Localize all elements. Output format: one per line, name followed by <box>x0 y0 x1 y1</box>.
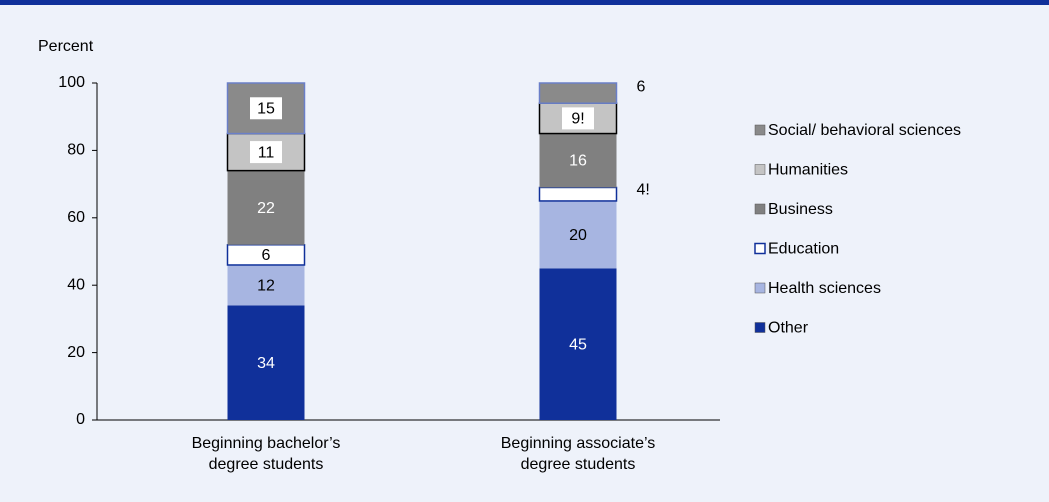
legend-label: Education <box>768 241 839 258</box>
legend-label: Business <box>768 201 833 218</box>
data-label: 11 <box>258 144 275 161</box>
label-box <box>562 107 594 130</box>
legend-swatch <box>754 203 766 215</box>
y-tick-label: 80 <box>67 142 85 159</box>
legend-swatch <box>754 282 766 294</box>
data-label: 9! <box>571 111 584 128</box>
bar-segment <box>539 200 617 269</box>
bar-segment <box>539 133 617 188</box>
data-label: 6 <box>262 247 271 264</box>
data-label: 20 <box>569 227 587 244</box>
bar-segment <box>227 264 305 306</box>
legend-swatch <box>754 242 766 255</box>
bar-segment <box>538 82 618 104</box>
bar-segment <box>539 268 617 420</box>
y-tick-label: 0 <box>76 411 85 428</box>
x-tick-label: Beginning associate’s degree students <box>501 435 655 473</box>
label-box <box>250 141 282 164</box>
legend-label: Health sciences <box>768 280 881 297</box>
legend-swatch <box>754 124 766 136</box>
data-label: 16 <box>569 153 587 170</box>
bar-segment <box>538 186 618 202</box>
label-box <box>250 97 282 120</box>
legend-swatch <box>754 164 766 175</box>
legend-swatch <box>754 322 766 333</box>
data-label: 45 <box>569 336 587 353</box>
data-label: 22 <box>257 200 275 217</box>
legend-label: Other <box>768 320 809 337</box>
y-axis-label: Percent <box>38 38 94 55</box>
data-label: 34 <box>257 355 275 372</box>
x-tick-label: Beginning bachelor’s degree students <box>192 435 341 473</box>
data-label: 4! <box>637 181 650 198</box>
bar-segment <box>227 305 305 420</box>
y-tick-label: 40 <box>67 276 85 293</box>
data-label: 15 <box>257 100 275 117</box>
y-tick-label: 20 <box>67 344 85 361</box>
top-band <box>0 0 1049 5</box>
y-tick-label: 60 <box>67 209 85 226</box>
legend-label: Social/ behavioral sciences <box>768 122 961 139</box>
y-tick-label: 100 <box>58 74 85 91</box>
legend-label: Humanities <box>768 162 848 179</box>
data-label: 6 <box>637 78 646 95</box>
data-label: 12 <box>257 277 275 294</box>
bar-segment <box>227 170 305 245</box>
